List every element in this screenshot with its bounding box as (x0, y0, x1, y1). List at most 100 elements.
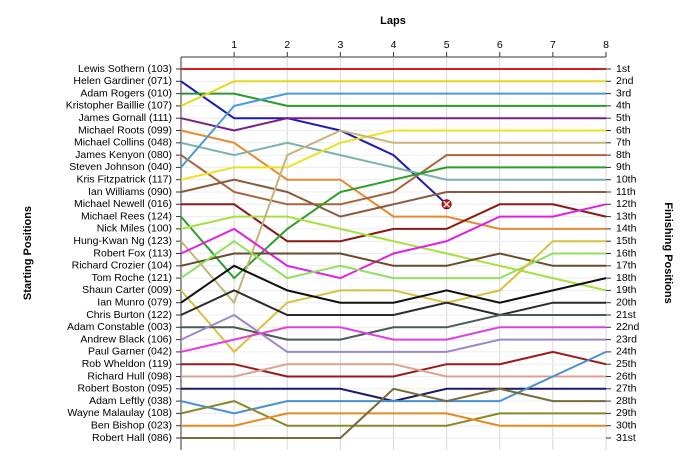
start-label: Wayne Malaulay (108) (67, 407, 172, 419)
finish-label: 31st (616, 432, 636, 444)
start-label: Robert Fox (113) (93, 247, 172, 259)
finish-label: 5th (616, 112, 631, 124)
start-label: Shaun Carter (009) (82, 284, 172, 296)
finish-label: 1st (616, 63, 630, 75)
start-label: Ian Munro (079) (97, 296, 172, 308)
finish-label: 18th (616, 272, 637, 284)
start-label: Rob Wheldon (119) (82, 358, 172, 370)
y-axis-title-left: Starting Positions (22, 206, 34, 300)
series-line (180, 326, 606, 353)
finish-label: 11th (616, 186, 636, 198)
series-line (180, 117, 606, 132)
finish-label: 7th (616, 137, 631, 149)
series-line (180, 215, 607, 292)
start-label: Adam Leftly (038) (89, 395, 172, 407)
series-line (180, 141, 606, 181)
series-line (181, 363, 606, 378)
finish-label: 14th (616, 223, 637, 235)
start-label: Michael Rees (124) (81, 210, 172, 222)
start-label: Robert Hall (086) (92, 432, 172, 444)
finish-label: 23rd (616, 333, 637, 345)
start-label: Ian Williams (090) (88, 186, 172, 198)
start-label: Kris Fitzpatrick (117) (77, 173, 173, 185)
start-label: Chris Burton (122) (86, 309, 172, 321)
retired-cross (443, 200, 451, 208)
chart-title: Laps (380, 15, 406, 27)
series-line (180, 92, 606, 169)
series-line (181, 92, 606, 107)
x-tick-label: 6 (497, 39, 503, 51)
series-line (180, 80, 606, 107)
finish-label: 30th (616, 419, 637, 431)
series-line (180, 203, 607, 280)
finish-label: 16th (616, 247, 637, 259)
start-label: Michael Roots (099) (78, 124, 172, 136)
series-line (180, 80, 448, 206)
series-line (180, 166, 606, 280)
start-label: Lewis Sothern (103) (78, 63, 172, 75)
start-label: Andrew Black (106) (80, 333, 172, 345)
series-line (181, 314, 606, 341)
x-tick-label: 5 (444, 39, 450, 51)
finish-label: 25th (616, 358, 637, 370)
start-label: Nick Miles (100) (97, 223, 172, 235)
series-line (180, 154, 606, 206)
finish-label: 26th (616, 370, 637, 382)
y-axis-title-right: Finishing Positions (662, 202, 674, 303)
start-label: Adam Constable (003) (67, 321, 172, 333)
series-line (180, 313, 606, 353)
finish-label: 27th (616, 383, 637, 395)
x-tick-label: 4 (391, 39, 397, 51)
x-tick-label: 7 (550, 39, 556, 51)
finish-label: 19th (616, 284, 637, 296)
start-label: Richard Crozier (104) (72, 260, 172, 272)
start-label: James Gornall (111) (78, 112, 172, 124)
series-line (181, 412, 606, 427)
series-line (180, 178, 606, 218)
series-line (181, 387, 606, 439)
finish-label: 8th (616, 149, 631, 161)
start-label: Robert Boston (095) (77, 383, 172, 395)
finish-label: 20th (616, 296, 637, 308)
start-label: Paul Garner (042) (88, 346, 172, 358)
start-label: Steven Johnson (040) (69, 161, 172, 173)
x-tick-label: 8 (603, 39, 609, 51)
start-label: Ben Bishop (023) (91, 419, 172, 431)
finish-label: 12th (616, 198, 637, 210)
finish-label: 6th (616, 124, 631, 136)
finish-label: 22nd (616, 321, 640, 333)
finish-label: 28th (616, 395, 637, 407)
finish-label: 24th (616, 346, 637, 358)
start-label: Helen Gardiner (071) (73, 75, 172, 87)
series-line (180, 129, 606, 181)
finish-label: 13th (616, 210, 637, 222)
x-tick-label: 1 (231, 39, 237, 51)
finish-label: 21st (616, 309, 636, 321)
finish-label: 17th (616, 260, 637, 272)
start-label: Hung-Kwan Ng (123) (73, 235, 172, 247)
start-label: Richard Hull (098) (87, 370, 172, 382)
series-line (180, 289, 606, 317)
series-line (180, 239, 606, 280)
start-label: Michael Collins (048) (74, 137, 172, 149)
finish-label: 4th (616, 100, 631, 112)
series-line (180, 129, 606, 230)
finish-label: 29th (616, 407, 637, 419)
start-label: Adam Rogers (010) (80, 87, 172, 99)
series-line (180, 264, 607, 304)
finish-label: 10th (616, 173, 637, 185)
start-label: Michael Newell (016) (74, 198, 172, 210)
finish-label: 9th (616, 161, 631, 173)
x-tick-label: 2 (284, 39, 290, 51)
finish-label: 2nd (616, 75, 634, 87)
start-label: Tom Roche (121) (91, 272, 172, 284)
start-label: James Kenyon (080) (75, 149, 172, 161)
series-line (181, 350, 607, 378)
finish-label: 15th (616, 235, 637, 247)
series-line (180, 400, 606, 427)
x-tick-label: 3 (337, 39, 343, 51)
start-label: Kristopher Baillie (107) (66, 100, 172, 112)
finish-label: 3rd (616, 87, 631, 99)
